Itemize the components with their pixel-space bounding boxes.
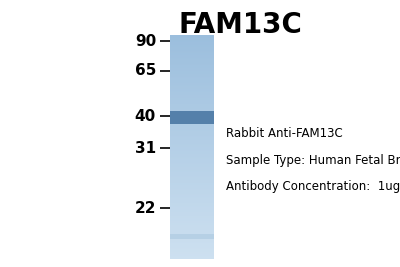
Text: Sample Type: Human Fetal Brain: Sample Type: Human Fetal Brain xyxy=(226,154,400,167)
Text: Rabbit Anti-FAM13C: Rabbit Anti-FAM13C xyxy=(226,127,343,140)
Text: Antibody Concentration:  1ug/mL: Antibody Concentration: 1ug/mL xyxy=(226,180,400,193)
Text: FAM13C: FAM13C xyxy=(178,11,302,39)
Text: 40: 40 xyxy=(135,109,156,124)
Text: 31: 31 xyxy=(135,141,156,156)
Text: 65: 65 xyxy=(135,63,156,78)
Text: 22: 22 xyxy=(134,201,156,216)
Text: 90: 90 xyxy=(135,34,156,49)
